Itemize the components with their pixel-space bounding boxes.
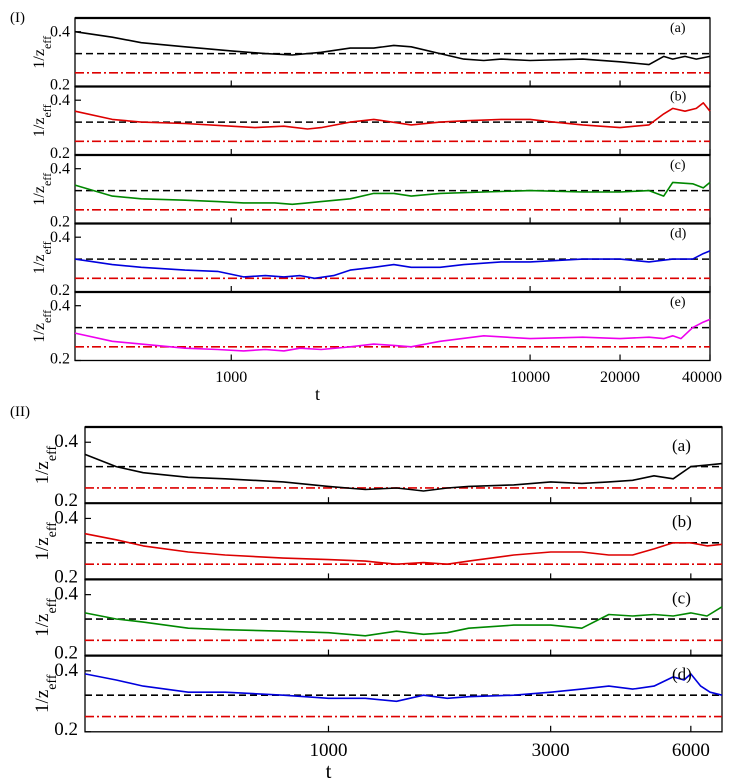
x-tick-label: 1000 <box>309 740 347 761</box>
series-line <box>74 318 711 352</box>
panel-frame <box>84 426 723 504</box>
y-axis-label-subscript: eff <box>40 36 54 49</box>
y-tick-label: 0.2 <box>54 643 78 664</box>
panel-label: (c) <box>670 158 686 173</box>
panel-1-5: 0.2 0.4 (e) 1/zeff <box>31 290 711 368</box>
series-line <box>74 250 711 280</box>
y-axis-label: 1/zeff <box>32 598 60 637</box>
y-tick-label: 0.4 <box>50 161 70 178</box>
y-tick-label: 0.4 <box>50 298 70 315</box>
x-tick-label: 6000 <box>672 740 710 761</box>
panel-frame <box>74 17 711 88</box>
panel-frame <box>74 154 711 225</box>
panel-frame <box>84 654 723 733</box>
x-tick-label: 3000 <box>532 740 570 761</box>
y-tick-label: 0.4 <box>54 584 78 605</box>
y-axis-label: 1/zeff <box>31 36 54 69</box>
series-line <box>74 181 711 206</box>
panel-1-1: 0.2 0.4 (a) 1/zeff <box>31 16 711 94</box>
y-axis-label-subscript: eff <box>40 173 54 186</box>
y-axis-label-subscript: eff <box>40 104 54 117</box>
y-tick-label: 0.2 <box>50 351 70 368</box>
series-line <box>84 606 723 637</box>
series-line <box>74 102 711 130</box>
panel-label: (b) <box>672 512 692 531</box>
y-axis-label-subscript: eff <box>45 598 60 614</box>
y-tick-label: 0.2 <box>54 719 78 740</box>
y-axis-label: 1/zeff <box>32 674 60 713</box>
y-axis-label-subscript: eff <box>40 241 54 254</box>
x-tick-label: 10000 <box>510 369 550 386</box>
y-tick-label: 0.4 <box>50 24 70 41</box>
panel-group-label: (I) <box>10 10 25 26</box>
panel-label: (d) <box>670 227 687 242</box>
panel-label: (e) <box>670 295 686 310</box>
series-line <box>84 453 723 492</box>
series-line <box>74 30 711 66</box>
panel-label: (c) <box>672 588 691 607</box>
panel-label: (a) <box>672 436 691 455</box>
panel-frame <box>74 222 711 293</box>
y-axis-label: 1/zeff <box>31 104 54 137</box>
panel-1-2: 0.2 0.4 (b) 1/zeff <box>31 85 711 162</box>
y-axis-label: 1/zeff <box>32 446 60 485</box>
x-axis-label: t <box>315 384 320 404</box>
panel-frame <box>74 85 711 156</box>
series-line <box>84 532 723 565</box>
y-axis-label: 1/zeff <box>31 241 54 274</box>
y-tick-label: 0.2 <box>54 490 78 511</box>
y-axis-label: 1/zeff <box>32 522 60 561</box>
panel-2-1: 0.2 0.4 (a) 1/zeff <box>32 425 723 511</box>
panel-frame <box>74 291 711 362</box>
panel-frame <box>84 502 723 581</box>
panel-label: (d) <box>672 665 692 684</box>
y-tick-label: 0.2 <box>50 214 70 231</box>
x-axis-label: t <box>326 759 332 782</box>
y-axis-label-subscript: eff <box>45 522 60 538</box>
panel-label: (b) <box>670 90 687 105</box>
panel-1-3: 0.2 0.4 (c) 1/zeff <box>31 153 711 231</box>
x-tick-label: 20000 <box>600 369 640 386</box>
y-tick-label: 0.2 <box>54 566 78 587</box>
y-tick-label: 0.4 <box>54 431 78 452</box>
series-line <box>84 673 723 703</box>
y-tick-label: 0.4 <box>54 507 78 528</box>
panel-2-3: 0.2 0.4 (c) 1/zeff <box>32 578 723 664</box>
y-tick-label: 0.2 <box>50 77 70 94</box>
y-tick-label: 0.4 <box>50 92 70 109</box>
panel-label: (a) <box>670 21 686 36</box>
y-tick-label: 0.4 <box>50 229 70 246</box>
y-tick-label: 0.2 <box>50 282 70 299</box>
y-axis-label: 1/zeff <box>31 173 54 206</box>
y-axis-label-subscript: eff <box>45 674 60 690</box>
y-tick-label: 0.4 <box>54 660 78 681</box>
panel-group-label: (II) <box>10 404 30 420</box>
y-axis-label: 1/zeff <box>31 310 54 343</box>
y-axis-label-subscript: eff <box>40 310 54 323</box>
x-tick-label: 1000 <box>215 369 247 386</box>
panel-frame <box>84 578 723 657</box>
y-tick-label: 0.2 <box>50 145 70 162</box>
panel-1-4: 0.2 0.4 (d) 1/zeff <box>31 222 711 299</box>
y-axis-label-subscript: eff <box>45 446 60 462</box>
x-tick-label: 40000 <box>682 369 722 386</box>
panel-2-2: 0.2 0.4 (b) 1/zeff <box>32 502 723 587</box>
panel-2-4: 0.2 0.4 (d) 1/zeff <box>32 654 723 740</box>
